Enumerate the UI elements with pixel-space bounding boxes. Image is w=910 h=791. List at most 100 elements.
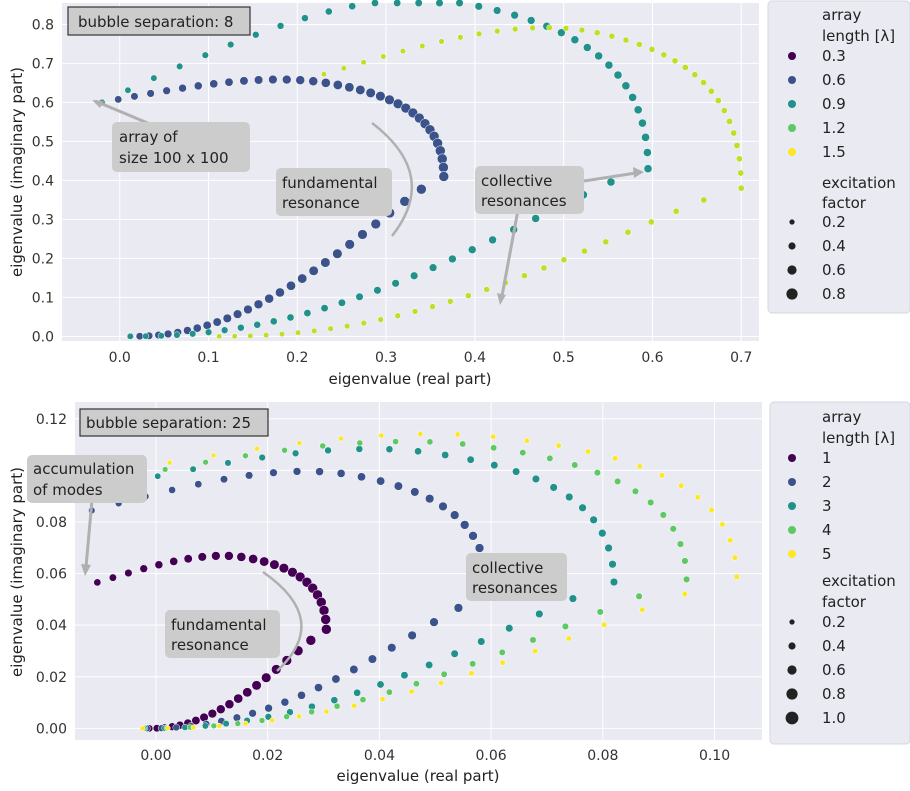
data-point <box>568 594 578 603</box>
bottom-legend-hue-title-2: length [λ] <box>822 429 895 447</box>
data-point <box>641 133 650 142</box>
x-tick-label: 0.04 <box>364 748 395 764</box>
data-point <box>242 687 253 698</box>
data-point <box>488 235 497 245</box>
data-point <box>248 709 257 718</box>
legend-hue-marker <box>788 76 796 84</box>
legend-size-marker <box>789 219 795 225</box>
data-point <box>474 543 485 553</box>
data-point <box>275 287 285 298</box>
data-point <box>681 590 688 597</box>
data-point <box>327 325 334 332</box>
bottom-annotation-text-3a: collective <box>472 559 543 577</box>
data-point <box>598 529 607 538</box>
data-point <box>408 688 415 695</box>
bottom-legend-entries: 1 2 3 4 5 0.2 0.4 0.6 0.8 1.0 <box>785 449 846 727</box>
data-point <box>561 622 569 630</box>
data-point <box>190 724 197 731</box>
legend-hue-marker <box>788 454 796 462</box>
data-point <box>499 659 506 666</box>
bottom-x-axis-label: eigenvalue (real part) <box>336 767 499 785</box>
data-point <box>253 299 264 310</box>
data-point <box>428 263 438 272</box>
data-point <box>609 577 619 587</box>
data-point <box>531 474 540 484</box>
data-point <box>376 476 386 486</box>
data-point <box>283 713 290 720</box>
data-point <box>465 292 472 299</box>
data-point <box>490 433 497 440</box>
legend-size-marker <box>788 242 796 250</box>
bottom-x-tick-labels: 0.00 0.02 0.04 0.06 0.08 0.10 <box>140 748 730 764</box>
data-point <box>378 432 385 439</box>
top-annotation-text-3a: collective <box>481 172 552 190</box>
top-annotation-text-1b: size 100 x 100 <box>119 149 229 167</box>
data-point <box>643 148 652 157</box>
data-point <box>419 42 426 50</box>
data-point <box>210 722 217 729</box>
data-point <box>323 708 330 715</box>
data-point <box>393 481 403 491</box>
y-tick-label: 0.08 <box>36 515 67 531</box>
data-point <box>252 31 260 39</box>
bottom-y-tick-labels: 0.000.020.040.060.080.100.12 <box>36 412 67 738</box>
data-point <box>733 142 741 149</box>
legend-size-label: 1.0 <box>822 709 846 727</box>
data-point <box>176 62 184 70</box>
data-point <box>282 74 292 85</box>
legend-size-label: 0.8 <box>822 285 846 303</box>
data-point <box>700 196 708 204</box>
data-point <box>549 483 558 492</box>
data-point <box>340 65 347 72</box>
data-point <box>355 445 364 453</box>
x-tick-label: 0.0 <box>109 350 131 366</box>
data-point <box>606 177 616 187</box>
bottom-title-box: bubble separation: 25 <box>79 408 269 437</box>
data-point <box>460 520 470 530</box>
data-point <box>281 447 288 454</box>
data-point <box>604 543 613 553</box>
data-point <box>311 327 318 334</box>
data-point <box>355 84 366 95</box>
y-tick-label: 0.3 <box>32 212 54 228</box>
data-point <box>438 679 445 686</box>
legend-hue-label: 3 <box>822 497 832 515</box>
data-point <box>411 308 419 315</box>
data-point <box>319 442 326 450</box>
bottom-annotation-text-2b: resonance <box>171 636 249 654</box>
data-point <box>212 317 222 327</box>
data-point <box>510 11 519 20</box>
data-point <box>681 64 689 71</box>
y-tick-label: 0.4 <box>32 173 54 189</box>
data-point <box>578 503 587 512</box>
top-annotation-text-2b: resonance <box>282 194 360 212</box>
data-point <box>557 28 566 37</box>
data-point <box>314 683 323 692</box>
data-point <box>166 459 173 466</box>
data-point <box>330 696 339 704</box>
data-point <box>708 507 715 514</box>
data-point <box>671 57 679 65</box>
data-point <box>380 53 387 60</box>
data-point <box>162 466 169 473</box>
data-point <box>681 557 689 565</box>
data-point <box>269 317 278 326</box>
data-point <box>130 92 139 101</box>
legend-size-label: 0.4 <box>822 237 846 255</box>
bottom-annotation-fundamental: fundamental resonance <box>165 570 303 672</box>
data-point <box>331 674 341 684</box>
data-point <box>379 696 386 703</box>
data-point <box>237 324 245 332</box>
top-x-tick-labels: 0.0 0.1 0.2 0.3 0.4 0.5 0.6 0.7 <box>109 350 753 366</box>
x-tick-label: 0.2 <box>286 350 308 366</box>
data-point <box>191 716 201 725</box>
y-tick-label: 0.5 <box>32 134 54 150</box>
data-point <box>321 71 327 78</box>
data-point <box>162 86 171 95</box>
data-point <box>546 24 553 31</box>
data-point <box>631 487 639 495</box>
data-point <box>529 24 536 32</box>
data-point <box>519 449 527 457</box>
top-legend-entries: 0.3 0.6 0.9 1.2 1.5 0.2 0.4 0.6 0.8 <box>786 47 846 303</box>
